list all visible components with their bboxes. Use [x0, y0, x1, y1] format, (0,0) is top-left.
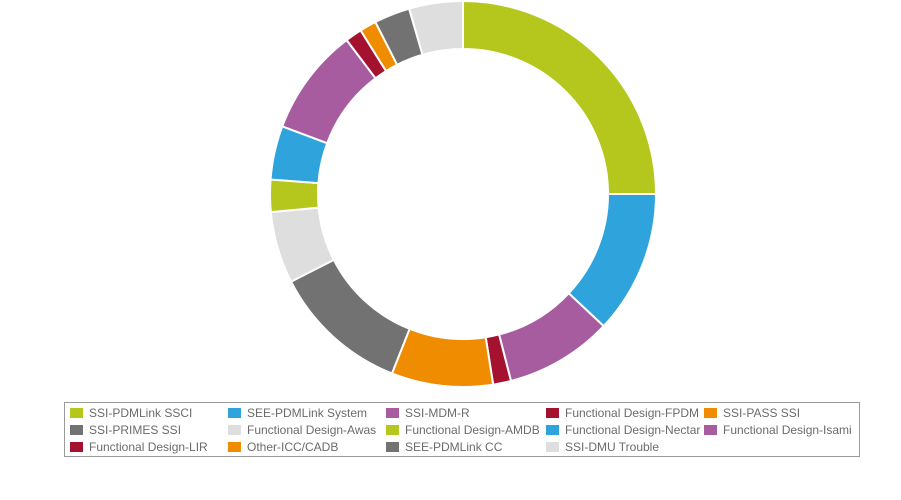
- legend-label: Functional Design-Isami: [723, 423, 852, 437]
- legend-swatch: [704, 425, 717, 435]
- legend-item-functional-design-isami[interactable]: Functional Design-Isami: [704, 422, 852, 438]
- legend-item-ssi-pdmlink-ssci[interactable]: SSI-PDMLink SSCI: [70, 405, 192, 421]
- legend-label: SSI-PASS SSI: [723, 406, 801, 420]
- legend-swatch: [546, 408, 559, 418]
- legend-item-ssi-pass-ssi[interactable]: SSI-PASS SSI: [704, 405, 800, 421]
- legend-label: Functional Design-Nectar: [565, 423, 701, 437]
- legend-item-functional-design-fpdm[interactable]: Functional Design-FPDM: [546, 405, 699, 421]
- legend-swatch: [228, 425, 241, 435]
- slice-functional-design-amdb[interactable]: [269, 178, 320, 214]
- legend-label: Functional Design-FPDM: [565, 406, 700, 420]
- slice-ssi-pdmlink-ssci[interactable]: [462, 0, 658, 195]
- slice-ssi-primes-ssi[interactable]: [289, 258, 411, 375]
- legend-label: Functional Design-Awas: [247, 423, 377, 437]
- legend-item-functional-design-amdb[interactable]: Functional Design-AMDB: [386, 422, 540, 438]
- legend-swatch: [70, 442, 83, 452]
- legend-item-functional-design-awas[interactable]: Functional Design-Awas: [228, 422, 376, 438]
- legend-swatch: [546, 425, 559, 435]
- legend-item-other-icc-cadb[interactable]: Other-ICC/CADB: [228, 439, 338, 455]
- chart-legend: SSI-PDMLink SSCI SEE-PDMLink System SSI-MD…: [64, 402, 860, 457]
- legend-label: SEE-PDMLink CC: [405, 440, 503, 454]
- slice-ssi-dmu-trouble[interactable]: [407, 0, 464, 56]
- legend-label: Functional Design-AMDB: [405, 423, 540, 437]
- legend-swatch: [546, 442, 559, 452]
- donut-slices: [269, 0, 658, 388]
- legend-swatch: [70, 425, 83, 435]
- legend-label: Functional Design-LIR: [89, 440, 208, 454]
- legend-item-ssi-mdm-r[interactable]: SSI-MDM-R: [386, 405, 470, 421]
- legend-swatch: [228, 408, 241, 418]
- legend-label: Other-ICC/CADB: [247, 440, 339, 454]
- legend-label: SEE-PDMLink System: [247, 406, 368, 420]
- legend-item-ssi-dmu-trouble[interactable]: SSI-DMU Trouble: [546, 439, 659, 455]
- legend-item-functional-design-lir[interactable]: Functional Design-LIR: [70, 439, 208, 455]
- legend-swatch: [386, 408, 399, 418]
- legend-swatch: [386, 425, 399, 435]
- legend-swatch: [386, 442, 399, 452]
- legend-item-ssi-primes-ssi[interactable]: SSI-PRIMES SSI: [70, 422, 181, 438]
- legend-swatch: [228, 442, 241, 452]
- legend-label: SSI-MDM-R: [405, 406, 470, 420]
- legend-label: SSI-DMU Trouble: [565, 440, 660, 454]
- legend-item-see-pdmlink-system[interactable]: SEE-PDMLink System: [228, 405, 367, 421]
- legend-swatch: [704, 408, 717, 418]
- legend-item-see-pdmlink-cc[interactable]: SEE-PDMLink CC: [386, 439, 502, 455]
- legend-swatch: [70, 408, 83, 418]
- legend-label: SSI-PDMLink SSCI: [89, 406, 193, 420]
- legend-label: SSI-PRIMES SSI: [89, 423, 182, 437]
- legend-item-functional-design-nectar[interactable]: Functional Design-Nectar: [546, 422, 700, 438]
